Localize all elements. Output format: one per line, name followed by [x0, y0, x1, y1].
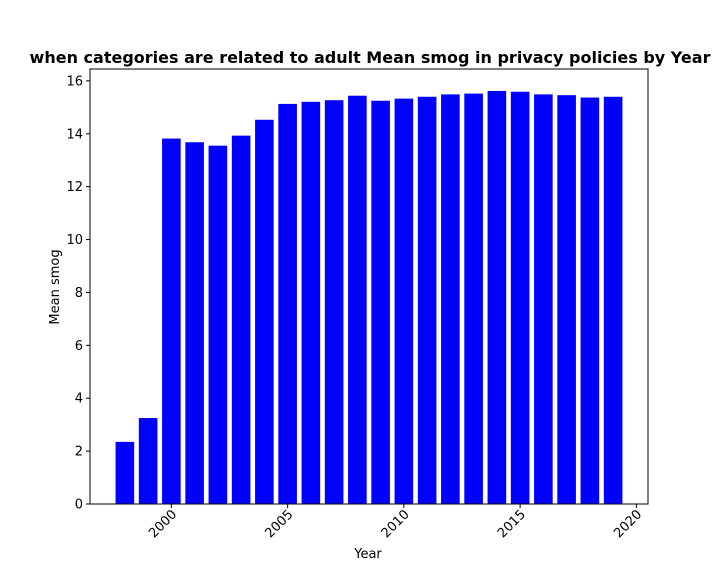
x-tick-label: 2000	[146, 507, 180, 541]
bar-2009	[371, 100, 390, 505]
x-axis-label: Year	[353, 547, 382, 562]
y-axis-label: Mean smog	[48, 249, 63, 324]
bar-2014	[487, 90, 507, 504]
chart-title: when categories are related to adult Mea…	[30, 48, 711, 67]
bar-1998	[115, 441, 135, 504]
y-tick-label: 6	[75, 339, 83, 354]
y-tick-label: 8	[75, 286, 83, 301]
y-tick-label: 14	[66, 127, 83, 142]
x-tick-label: 2020	[611, 507, 645, 541]
bar-2000	[162, 138, 181, 504]
bar-2001	[185, 142, 204, 504]
bar-2007	[324, 100, 344, 504]
x-ticks-group: 2000 2005 2010 2015 2020	[146, 504, 645, 541]
bar-2019	[603, 96, 623, 504]
plot-frame	[89, 68, 649, 505]
y-tick-label: 12	[66, 180, 83, 195]
x-tick-label: 2005	[262, 507, 296, 541]
x-tick-label: 2015	[495, 507, 529, 541]
bar-2013	[464, 93, 483, 504]
y-tick-label: 10	[66, 233, 83, 248]
bar-2003	[231, 135, 251, 504]
bar-1999	[138, 418, 158, 504]
x-tick-label: 2010	[379, 507, 413, 541]
bar-2018	[580, 97, 600, 505]
bar-2006	[301, 101, 321, 504]
bars-group	[115, 90, 623, 505]
bar-2010	[394, 98, 414, 505]
bar-2011	[417, 96, 437, 504]
bar-2004	[255, 119, 274, 504]
bar-2002	[208, 145, 228, 504]
y-tick-label: 4	[75, 392, 83, 407]
bar-2016	[534, 94, 553, 504]
bar-2012	[441, 94, 460, 504]
bar-2015	[510, 91, 530, 504]
y-tick-label: 2	[75, 445, 83, 460]
bar-2005	[278, 103, 297, 505]
y-ticks-group: 0 2 4 6 8 10 12 14 16	[66, 74, 90, 513]
bar-2017	[557, 95, 576, 505]
y-tick-label: 16	[66, 74, 83, 89]
bar-2008	[348, 95, 367, 505]
y-tick-label: 0	[75, 498, 83, 513]
